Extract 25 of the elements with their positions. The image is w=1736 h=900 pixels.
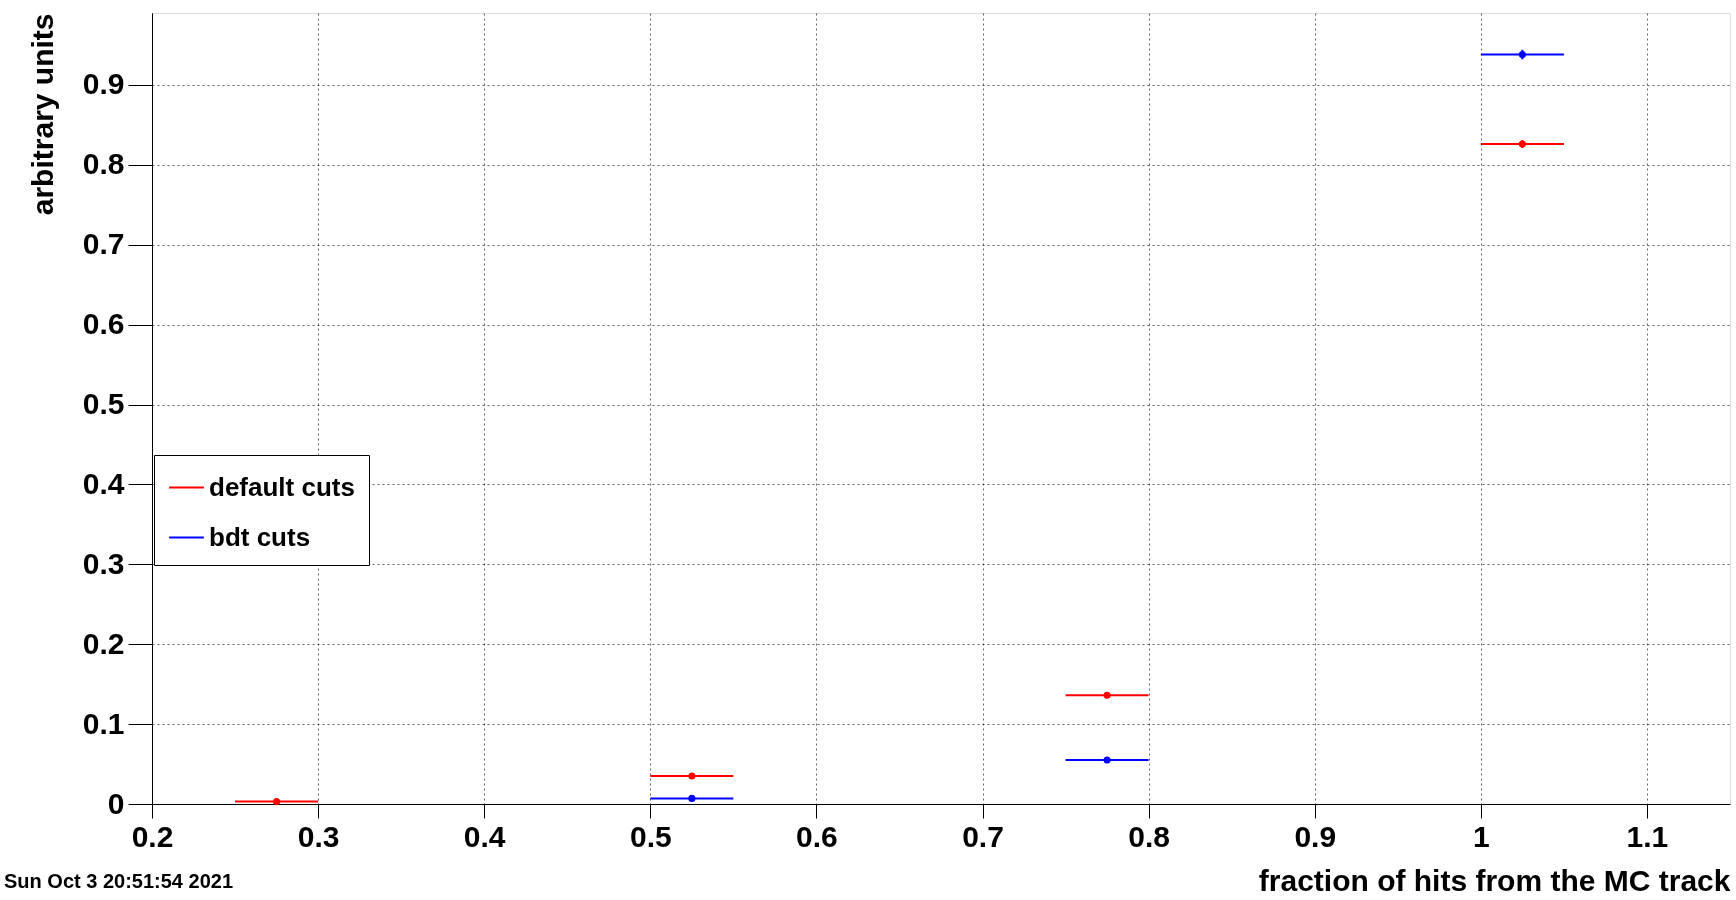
y-tick-label: 0.8 — [82, 147, 125, 181]
x-tick-label: 0.8 — [1128, 819, 1170, 853]
y-axis-title: arbitrary units — [25, 13, 59, 216]
x-tick-label: 1.1 — [1626, 819, 1669, 853]
y-tick-label: 0.4 — [82, 466, 125, 500]
text: Sun Oct 3 20:51:54 2021 — [4, 870, 234, 892]
y-tick-label: 0.9 — [82, 67, 125, 101]
x-tick-label: 0.9 — [1294, 819, 1337, 853]
x-tick-label: 0.7 — [962, 819, 1004, 853]
y-tick-label: 0.1 — [82, 706, 125, 740]
y-tick-label: 0.7 — [82, 227, 125, 261]
y-tick-label: 0.3 — [82, 546, 125, 580]
x-tick-label: 1 — [1473, 819, 1490, 853]
y-tick-label: 0.2 — [82, 626, 125, 660]
x-tick-label: 0.2 — [131, 819, 174, 853]
x-tick-label: 0.5 — [629, 819, 672, 853]
y-tick-label: 0.5 — [82, 387, 125, 421]
y-tick-label: 0.6 — [82, 307, 125, 341]
x-axis-title: fraction of hits from the MC track — [1258, 863, 1731, 897]
legend-label: default cuts — [209, 471, 355, 502]
x-tick-label: 0.3 — [297, 819, 340, 853]
legend-label: bdt cuts — [209, 521, 311, 552]
x-tick-label: 0.4 — [463, 819, 506, 853]
y-tick-label: 0 — [107, 786, 125, 820]
x-tick-label: 0.6 — [796, 819, 838, 853]
